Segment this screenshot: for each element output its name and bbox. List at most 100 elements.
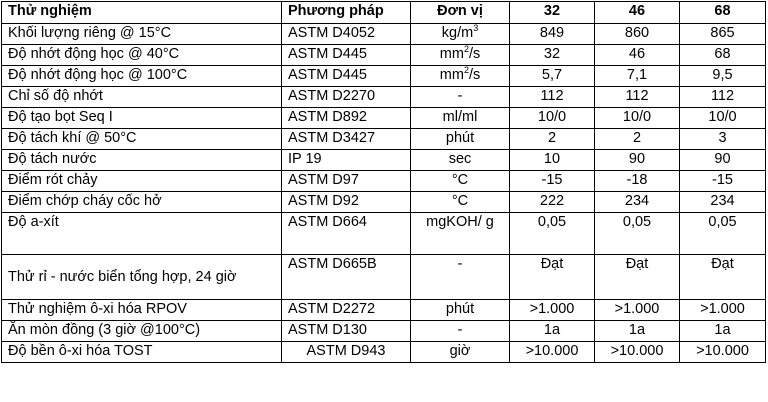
header-grade-68: 68 (679, 1, 766, 24)
header-grade-46: 46 (594, 1, 680, 24)
unit-base: mm (439, 46, 464, 62)
test-name: Độ bền ô-xi hóa TOST (1, 341, 282, 363)
table-row: Độ a-xít ASTM D664 mgKOH/ g 0,05 0,05 0,… (1, 212, 766, 255)
unit: sec (410, 149, 510, 171)
test-method: ASTM D943 (281, 341, 411, 363)
test-name: Độ nhớt động học @ 40°C (1, 44, 282, 66)
unit-superscript: 2 (463, 65, 469, 75)
test-method: IP 19 (281, 149, 411, 171)
header-unit: Đơn vị (410, 1, 510, 24)
value-46: 2 (594, 128, 680, 150)
test-method: ASTM D664 (281, 212, 411, 255)
test-method: ASTM D2270 (281, 86, 411, 108)
unit-superscript: 3 (473, 23, 479, 33)
value-46: 46 (594, 44, 680, 66)
value-46: 0,05 (594, 212, 680, 255)
value-32: 10 (509, 149, 595, 171)
value-32: Đạt (509, 254, 595, 300)
unit: mm2/s (410, 65, 510, 87)
test-method: ASTM D92 (281, 191, 411, 213)
test-name: Khối lượng riêng @ 15°C (1, 23, 282, 45)
table-row: Độ tách khí @ 50°C ASTM D3427 phút 2 2 3 (1, 128, 766, 150)
test-method: ASTM D665B (281, 254, 411, 300)
unit: phút (410, 299, 510, 321)
test-name: Ăn mòn đồng (3 giờ @100°C) (1, 320, 282, 342)
test-name: Độ tách nước (1, 149, 282, 171)
value-46: 10/0 (594, 107, 680, 129)
value-68: >10.000 (679, 341, 766, 363)
value-68: 9,5 (679, 65, 766, 87)
value-46: 1a (594, 320, 680, 342)
test-name: Thử nghiệm ô-xi hóa RPOV (1, 299, 282, 321)
table-row: Độ tạo bọt Seq I ASTM D892 ml/ml 10/0 10… (1, 107, 766, 129)
test-name: Độ a-xít (1, 212, 282, 255)
test-method: ASTM D445 (281, 44, 411, 66)
value-46: >1.000 (594, 299, 680, 321)
value-46: 7,1 (594, 65, 680, 87)
value-68: 10/0 (679, 107, 766, 129)
test-name: Điểm chớp cháy cốc hở (1, 191, 282, 213)
unit: - (410, 320, 510, 342)
value-32: 1a (509, 320, 595, 342)
value-32: 222 (509, 191, 595, 213)
test-method: ASTM D2272 (281, 299, 411, 321)
value-32: 10/0 (509, 107, 595, 129)
table-row: Thử nghiệm ô-xi hóa RPOV ASTM D2272 phút… (1, 299, 766, 321)
test-name: Độ tạo bọt Seq I (1, 107, 282, 129)
value-32: -15 (509, 170, 595, 192)
header-test: Thử nghiệm (1, 1, 282, 24)
header-row: Thử nghiệm Phương pháp Đơn vị 32 46 68 (1, 1, 766, 24)
unit: mm2/s (410, 44, 510, 66)
unit: °C (410, 170, 510, 192)
table-row: Độ nhớt động học @ 40°C ASTM D445 mm2/s … (1, 44, 766, 66)
unit-tail: /s (468, 46, 481, 62)
test-name: Điểm rót chảy (1, 170, 282, 192)
value-46: 234 (594, 191, 680, 213)
value-46: -18 (594, 170, 680, 192)
value-32: 849 (509, 23, 595, 45)
test-method: ASTM D130 (281, 320, 411, 342)
value-68: 68 (679, 44, 766, 66)
table-row: Khối lượng riêng @ 15°C ASTM D4052 kg/m3… (1, 23, 766, 45)
value-32: 0,05 (509, 212, 595, 255)
unit: °C (410, 191, 510, 213)
value-32: >10.000 (509, 341, 595, 363)
table-row: Độ tách nước IP 19 sec 10 90 90 (1, 149, 766, 171)
value-32: 2 (509, 128, 595, 150)
header-method: Phương pháp (281, 1, 411, 24)
value-46: 90 (594, 149, 680, 171)
unit-base: kg/m (441, 25, 474, 41)
table-row: Thử rỉ - nước biển tổng hợp, 24 giờ ASTM… (1, 254, 766, 300)
unit: mgKOH/ g (410, 212, 510, 255)
test-method: ASTM D892 (281, 107, 411, 129)
value-68: 1a (679, 320, 766, 342)
value-32: >1.000 (509, 299, 595, 321)
value-32: 5,7 (509, 65, 595, 87)
value-68: 112 (679, 86, 766, 108)
unit-superscript: 2 (463, 44, 469, 54)
unit: ml/ml (410, 107, 510, 129)
value-46: 112 (594, 86, 680, 108)
specs-table: Thử nghiệm Phương pháp Đơn vị 32 46 68 K… (1, 1, 766, 363)
test-method: ASTM D3427 (281, 128, 411, 150)
table-row: Độ nhớt động học @ 100°C ASTM D445 mm2/s… (1, 65, 766, 87)
value-68: -15 (679, 170, 766, 192)
unit: kg/m3 (410, 23, 510, 45)
test-method: ASTM D445 (281, 65, 411, 87)
unit: - (410, 254, 510, 300)
test-name: Độ nhớt động học @ 100°C (1, 65, 282, 87)
value-68: 90 (679, 149, 766, 171)
unit: giờ (410, 341, 510, 363)
unit-tail: /s (468, 67, 481, 83)
value-46: 860 (594, 23, 680, 45)
value-68: 0,05 (679, 212, 766, 255)
unit-base: mm (439, 67, 464, 83)
table-row: Chỉ số độ nhớt ASTM D2270 - 112 112 112 (1, 86, 766, 108)
value-68: 865 (679, 23, 766, 45)
value-46: Đạt (594, 254, 680, 300)
value-68: Đạt (679, 254, 766, 300)
unit: - (410, 86, 510, 108)
table-row: Ăn mòn đồng (3 giờ @100°C) ASTM D130 - 1… (1, 320, 766, 342)
value-46: >10.000 (594, 341, 680, 363)
table-row: Độ bền ô-xi hóa TOST ASTM D943 giờ >10.0… (1, 341, 766, 363)
